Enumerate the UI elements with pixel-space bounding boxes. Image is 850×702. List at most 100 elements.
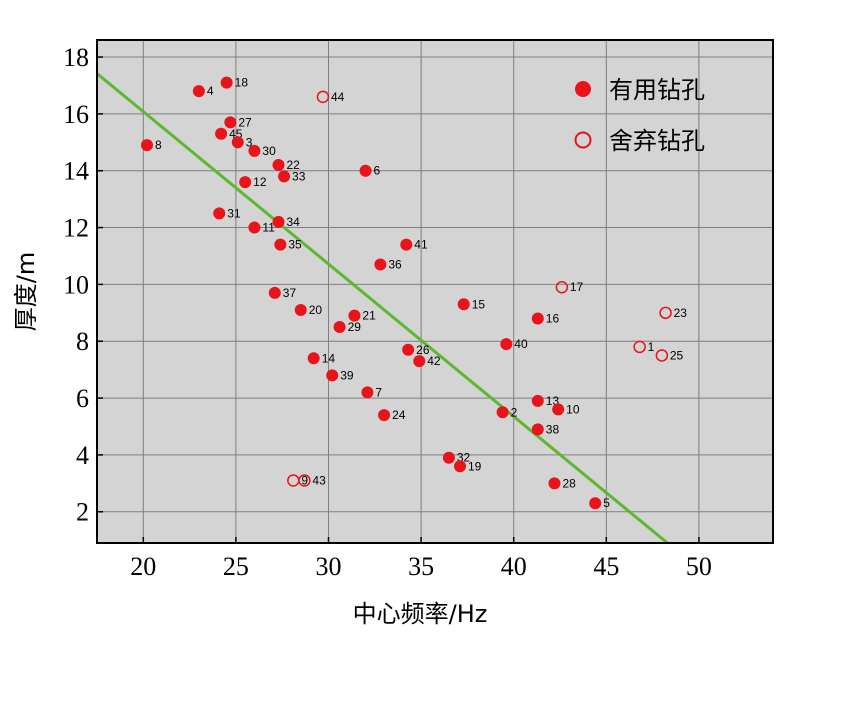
data-point <box>348 309 361 322</box>
data-point <box>359 164 372 177</box>
x-axis-title: 中心频率/Hz <box>353 600 488 628</box>
data-point <box>400 238 413 251</box>
y-tick-label: 8 <box>76 327 89 356</box>
y-tick-label: 2 <box>76 498 89 527</box>
point-label: 1 <box>648 340 655 354</box>
point-label: 42 <box>427 354 441 368</box>
point-label: 37 <box>283 286 297 300</box>
y-tick-label: 12 <box>63 214 89 243</box>
point-label: 12 <box>253 175 267 189</box>
point-label: 29 <box>348 320 362 334</box>
point-label: 2 <box>511 405 518 419</box>
point-label: 15 <box>472 297 486 311</box>
point-label: 26 <box>416 343 430 357</box>
point-label: 8 <box>155 138 162 152</box>
data-point <box>224 116 237 129</box>
discarded-point <box>298 474 311 487</box>
y-tick-label: 10 <box>63 270 89 299</box>
y-axis-title: 厚度/m <box>12 252 40 331</box>
point-label: 41 <box>414 238 428 252</box>
y-tick-label: 6 <box>76 384 89 413</box>
data-point <box>531 312 544 325</box>
data-point <box>278 170 291 183</box>
data-point <box>307 352 320 365</box>
point-label: 30 <box>262 144 276 158</box>
point-label: 7 <box>375 385 382 399</box>
point-label: 43 <box>312 473 326 487</box>
point-label: 10 <box>566 402 580 416</box>
data-point <box>192 85 205 98</box>
point-label: 5 <box>603 496 610 510</box>
data-point <box>248 221 261 234</box>
point-label: 22 <box>287 158 301 172</box>
data-point <box>500 338 513 351</box>
point-label: 9 <box>301 473 308 487</box>
point-label: 38 <box>546 422 560 436</box>
x-tick-label: 45 <box>593 552 619 581</box>
plot-frame <box>96 39 774 544</box>
point-label: 23 <box>674 306 688 320</box>
data-point <box>268 286 281 299</box>
data-point <box>272 215 285 228</box>
data-point <box>531 394 544 407</box>
point-label: 4 <box>207 84 214 98</box>
data-point <box>141 139 154 152</box>
point-label: 35 <box>288 238 302 252</box>
data-point <box>589 497 602 510</box>
grid-lines <box>97 40 773 543</box>
point-label: 19 <box>468 459 482 473</box>
point-label: 28 <box>562 476 576 490</box>
data-point <box>231 136 244 149</box>
data-point <box>402 343 415 356</box>
point-label: 36 <box>388 258 402 272</box>
data-point <box>272 159 285 172</box>
data-point <box>548 477 561 490</box>
point-label: 40 <box>514 337 528 351</box>
discarded-point <box>659 306 672 320</box>
point-label: 14 <box>322 351 336 365</box>
point-label: 20 <box>309 303 323 317</box>
x-tick-label: 25 <box>223 552 249 581</box>
data-point <box>442 451 455 464</box>
data-point <box>326 369 339 382</box>
fit-line-layer <box>96 72 669 545</box>
legend-label: 有用钻孔 <box>609 76 705 104</box>
point-label: 44 <box>331 90 345 104</box>
x-tick-label: 35 <box>408 552 434 581</box>
point-label: 39 <box>340 368 354 382</box>
y-tick-label: 14 <box>63 157 89 186</box>
data-point <box>361 386 374 399</box>
discarded-point <box>555 280 569 294</box>
point-label: 3 <box>246 135 253 149</box>
data-point <box>213 207 226 220</box>
data-point <box>239 176 252 189</box>
x-tick-label: 30 <box>316 552 342 581</box>
data-point <box>378 409 391 422</box>
point-label: 21 <box>362 309 376 323</box>
data-point <box>294 303 307 316</box>
data-point <box>454 460 467 473</box>
point-label: 6 <box>374 164 381 178</box>
point-label: 27 <box>238 115 252 129</box>
data-point <box>457 298 470 311</box>
point-label: 18 <box>235 76 249 90</box>
point-label: 33 <box>292 169 306 183</box>
discarded-point <box>316 90 330 104</box>
data-point <box>274 238 287 251</box>
data-point <box>413 355 426 368</box>
point-label: 24 <box>392 408 406 422</box>
x-tick-label: 50 <box>686 552 712 581</box>
x-tick-label: 40 <box>501 552 527 581</box>
y-tick-label: 18 <box>63 43 89 72</box>
legend-label: 舍弃钻孔 <box>609 127 705 155</box>
point-label: 31 <box>227 206 241 220</box>
data-point <box>374 258 387 271</box>
point-label: 17 <box>570 280 584 294</box>
point-label: 16 <box>546 311 560 325</box>
data-point <box>215 127 228 140</box>
point-label: 25 <box>670 348 684 362</box>
